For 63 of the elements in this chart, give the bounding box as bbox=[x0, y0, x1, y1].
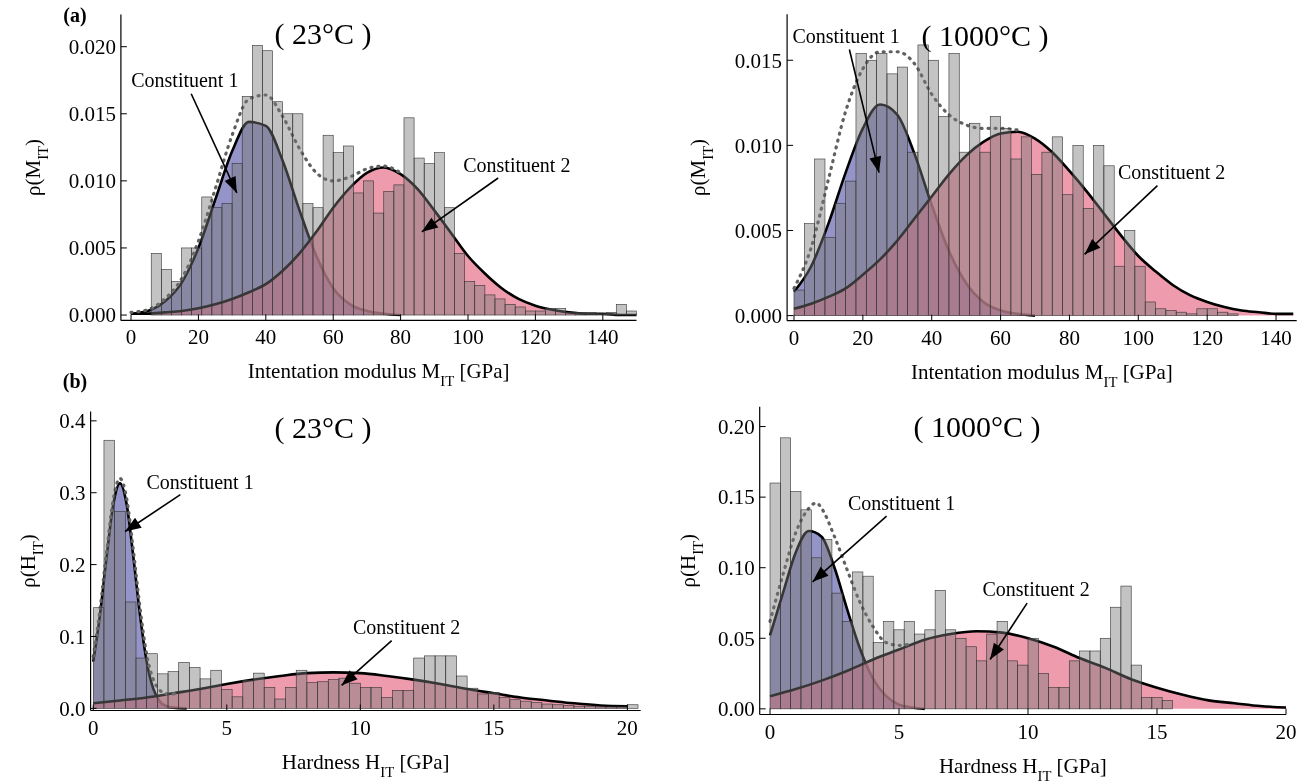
y-tick-label: 0.4 bbox=[59, 409, 87, 434]
annotation: Constituent 2 bbox=[982, 578, 1090, 601]
annotation: Constituent 2 bbox=[353, 616, 461, 639]
x-tick-label: 120 bbox=[519, 325, 552, 350]
y-tick-label: 0.3 bbox=[59, 481, 86, 506]
x-tick-label: 60 bbox=[322, 325, 344, 350]
x-tick-label: 80 bbox=[390, 325, 412, 350]
x-tick-label: 140 bbox=[587, 325, 619, 350]
x-tick-label: 120 bbox=[1191, 325, 1223, 350]
annotation: Constituent 1 bbox=[146, 470, 254, 493]
x-axis-title: Intentation modulus M$_{IT}$ [GPa] bbox=[247, 359, 510, 390]
x-tick-label: 15 bbox=[483, 715, 505, 740]
chart-title: ( 1000°C ) bbox=[913, 410, 1041, 444]
x-tick-label: 100 bbox=[452, 325, 484, 350]
text: (b) bbox=[62, 370, 88, 393]
y-tick-label: 0.005 bbox=[68, 236, 116, 261]
chart-title: ( 1000°C ) bbox=[921, 19, 1049, 53]
x-tick-label: 0 bbox=[88, 715, 99, 740]
text: (a) bbox=[63, 4, 87, 27]
y-tick-label: 0.10 bbox=[717, 556, 755, 581]
x-tick-label: 0 bbox=[764, 719, 776, 744]
y-tick-label: 0.020 bbox=[68, 35, 116, 60]
y-tick-label: 0.010 bbox=[734, 133, 783, 158]
x-tick-label: 40 bbox=[921, 325, 943, 350]
x-axis-title: Hardness H$_{IT}$ [GPa] bbox=[281, 749, 450, 780]
y-tick-label: 0.015 bbox=[68, 102, 116, 127]
annotation: Constituent 1 bbox=[847, 491, 956, 514]
y-tick-label: 0.15 bbox=[717, 485, 755, 510]
y-tick-label: 0.000 bbox=[68, 303, 116, 328]
annotation: Constituent 2 bbox=[1117, 161, 1226, 184]
x-tick-label: 5 bbox=[893, 719, 905, 744]
x-tick-label: 0 bbox=[125, 325, 137, 350]
y-tick-label: 0.2 bbox=[59, 552, 86, 577]
x-tick-label: 5 bbox=[221, 715, 233, 740]
x-tick-label: 100 bbox=[1122, 325, 1155, 350]
y-tick-label: 0.000 bbox=[734, 303, 783, 328]
x-axis-title: Intentation modulus M$_{IT}$ [GPa] bbox=[911, 359, 1173, 390]
chart-title: ( 23°C ) bbox=[274, 411, 372, 445]
x-tick-label: 140 bbox=[1260, 325, 1292, 350]
y-tick-label: 0.05 bbox=[717, 626, 755, 651]
annotation: Constituent 2 bbox=[463, 153, 571, 176]
y-tick-label: 0.005 bbox=[734, 218, 783, 243]
x-tick-label: 40 bbox=[255, 325, 277, 350]
x-axis-title: Hardness H$_{IT}$ [GPa] bbox=[938, 753, 1107, 782]
y-tick-label: 0.1 bbox=[59, 624, 86, 649]
y-tick-label: 0.00 bbox=[717, 697, 755, 722]
y-tick-label: 0.010 bbox=[68, 169, 116, 194]
x-tick-label: 80 bbox=[1058, 325, 1080, 350]
x-tick-label: 0 bbox=[788, 325, 800, 350]
x-tick-label: 10 bbox=[1017, 719, 1039, 744]
annotation: Constituent 1 bbox=[792, 24, 900, 47]
y-tick-label: 0.0 bbox=[59, 696, 86, 721]
x-tick-label: 20 bbox=[1275, 719, 1297, 744]
x-tick-label: 20 bbox=[616, 715, 638, 740]
x-tick-label: 60 bbox=[990, 325, 1012, 350]
x-tick-label: 15 bbox=[1146, 719, 1168, 744]
y-tick-label: 0.015 bbox=[734, 48, 783, 73]
annotation: Constituent 1 bbox=[131, 68, 239, 91]
chart-title: ( 23°C ) bbox=[274, 17, 372, 51]
x-tick-label: 20 bbox=[187, 325, 209, 350]
x-tick-label: 20 bbox=[852, 325, 874, 350]
x-tick-label: 10 bbox=[349, 715, 371, 740]
y-tick-label: 0.20 bbox=[717, 414, 755, 439]
